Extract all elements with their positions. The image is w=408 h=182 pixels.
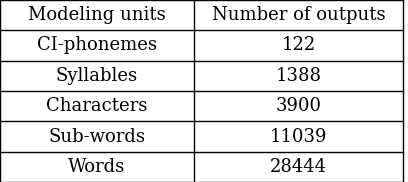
- Text: 3900: 3900: [275, 97, 322, 115]
- Text: CI-phonemes: CI-phonemes: [37, 37, 157, 54]
- Text: Words: Words: [68, 158, 125, 176]
- Text: Characters: Characters: [46, 97, 148, 115]
- Text: 1388: 1388: [275, 67, 322, 85]
- Text: Syllables: Syllables: [56, 67, 138, 85]
- Text: Sub-words: Sub-words: [48, 128, 145, 145]
- Text: Modeling units: Modeling units: [28, 6, 166, 24]
- Text: 122: 122: [282, 37, 316, 54]
- Text: Number of outputs: Number of outputs: [212, 6, 385, 24]
- Text: 28444: 28444: [270, 158, 327, 176]
- Text: 11039: 11039: [270, 128, 327, 145]
